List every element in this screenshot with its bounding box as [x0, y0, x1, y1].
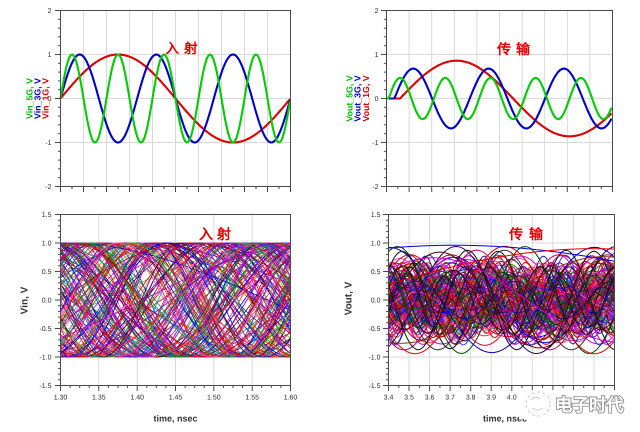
svg-text:Vout, V: Vout, V	[344, 281, 355, 315]
svg-text:3.9: 3.9	[486, 395, 496, 402]
svg-text:1.30: 1.30	[54, 395, 68, 402]
svg-text:1.55: 1.55	[245, 395, 259, 402]
svg-text:2: 2	[48, 8, 52, 15]
svg-text:0.5: 0.5	[42, 269, 52, 276]
svg-text:3.7: 3.7	[445, 395, 455, 402]
svg-text:传输: 传输	[496, 41, 535, 57]
svg-text:2: 2	[375, 8, 379, 15]
svg-text:-1: -1	[372, 140, 378, 147]
svg-text:3.6: 3.6	[425, 395, 435, 402]
svg-text:Vin_3G, V: Vin_3G, V	[33, 78, 43, 119]
svg-text:-1.5: -1.5	[368, 383, 380, 390]
svg-text:1: 1	[375, 52, 379, 59]
svg-text:1.35: 1.35	[92, 395, 106, 402]
svg-text:1.0: 1.0	[42, 241, 52, 248]
svg-text:0.0: 0.0	[371, 298, 381, 305]
svg-text:入射: 入射	[199, 226, 235, 242]
svg-text:-1: -1	[45, 140, 51, 147]
svg-text:Vin_1G, V: Vin_1G, V	[41, 78, 51, 119]
svg-text:0.0: 0.0	[42, 298, 52, 305]
svg-text:电子时代: 电子时代	[555, 395, 624, 415]
svg-text:1.40: 1.40	[130, 395, 144, 402]
svg-text:Vin_5G, V: Vin_5G, V	[24, 78, 34, 119]
svg-text:-0.5: -0.5	[39, 326, 51, 333]
svg-text:Vout_1G, V: Vout_1G, V	[361, 75, 371, 121]
svg-text:4.0: 4.0	[507, 395, 517, 402]
svg-text:0: 0	[48, 96, 52, 103]
svg-text:-1.0: -1.0	[39, 355, 51, 362]
svg-text:入射: 入射	[166, 41, 203, 56]
svg-text:Vout_5G, V: Vout_5G, V	[345, 75, 355, 121]
svg-text:time, nsec: time, nsec	[153, 414, 197, 424]
svg-text:3.4: 3.4	[384, 395, 394, 402]
svg-text:传输: 传输	[508, 226, 549, 242]
svg-text:1.0: 1.0	[371, 241, 381, 248]
svg-text:1.60: 1.60	[284, 395, 298, 402]
svg-text:-2: -2	[45, 184, 51, 191]
svg-text:Vout_3G, V: Vout_3G, V	[353, 75, 363, 121]
svg-text:-2: -2	[372, 184, 378, 191]
svg-text:3.8: 3.8	[466, 395, 476, 402]
svg-text:-1.5: -1.5	[39, 383, 51, 390]
svg-text:1.5: 1.5	[371, 212, 381, 219]
svg-text:time, nsec: time, nsec	[483, 414, 527, 424]
svg-text:1: 1	[48, 52, 52, 59]
svg-text:-0.5: -0.5	[368, 326, 380, 333]
svg-text:1.50: 1.50	[207, 395, 221, 402]
svg-text:Vin, V: Vin, V	[20, 286, 31, 314]
svg-text:1.5: 1.5	[42, 212, 52, 219]
svg-text:1.45: 1.45	[169, 395, 183, 402]
svg-text:0: 0	[375, 96, 379, 103]
svg-text:3.5: 3.5	[404, 395, 414, 402]
svg-text:-1.0: -1.0	[368, 355, 380, 362]
svg-text:0.5: 0.5	[371, 269, 381, 276]
